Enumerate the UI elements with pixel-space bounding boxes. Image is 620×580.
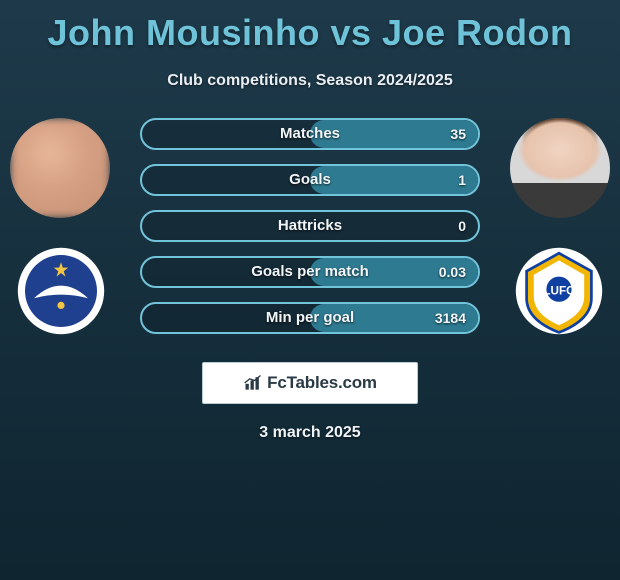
- stat-bar: Goals per match 0.03: [140, 256, 480, 288]
- stat-label: Min per goal: [142, 304, 478, 332]
- stat-value-p2: 1: [458, 166, 466, 194]
- portsmouth-crest-icon: [16, 246, 106, 336]
- stat-bar: Matches 35: [140, 118, 480, 150]
- stat-label: Matches: [142, 120, 478, 148]
- stat-bar: Goals 1: [140, 164, 480, 196]
- date-label: 3 march 2025: [0, 424, 620, 442]
- stat-label: Goals: [142, 166, 478, 194]
- player2-club-crest: LUFC: [514, 246, 604, 336]
- stat-bar: Hattricks 0: [140, 210, 480, 242]
- bar-chart-icon: [243, 373, 263, 393]
- svg-text:LUFC: LUFC: [543, 285, 575, 298]
- stat-bars: Matches 35 Goals 1 Hattricks 0 Goals per…: [140, 118, 480, 348]
- avatar-placeholder: [10, 118, 110, 218]
- stat-label: Goals per match: [142, 258, 478, 286]
- avatar-placeholder: [510, 118, 610, 218]
- stat-label: Hattricks: [142, 212, 478, 240]
- player1-avatar: [10, 118, 110, 218]
- stat-value-p2: 35: [450, 120, 466, 148]
- stat-bar: Min per goal 3184: [140, 302, 480, 334]
- brand-box: FcTables.com: [202, 362, 418, 404]
- stat-value-p2: 0: [458, 212, 466, 240]
- subtitle: Club competitions, Season 2024/2025: [0, 72, 620, 90]
- comparison-area: LUFC Matches 35 Goals 1 Hattricks 0 Goal…: [0, 118, 620, 358]
- leeds-crest-icon: LUFC: [514, 246, 604, 336]
- player1-club-crest: [16, 246, 106, 336]
- player2-avatar: [510, 118, 610, 218]
- page-title: John Mousinho vs Joe Rodon: [0, 0, 620, 54]
- stat-value-p2: 0.03: [439, 258, 466, 286]
- stat-value-p2: 3184: [435, 304, 466, 332]
- brand-text: FcTables.com: [267, 373, 377, 393]
